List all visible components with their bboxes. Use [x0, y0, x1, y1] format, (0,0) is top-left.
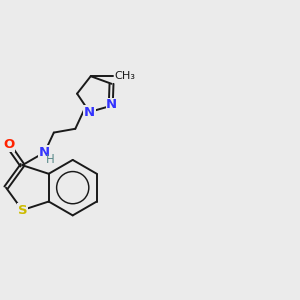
Text: CH₃: CH₃: [115, 71, 136, 81]
Text: N: N: [39, 146, 50, 159]
Text: S: S: [17, 204, 27, 217]
Text: N: N: [106, 98, 117, 111]
Text: O: O: [3, 138, 14, 151]
Text: N: N: [84, 106, 95, 118]
Text: H: H: [46, 153, 55, 166]
